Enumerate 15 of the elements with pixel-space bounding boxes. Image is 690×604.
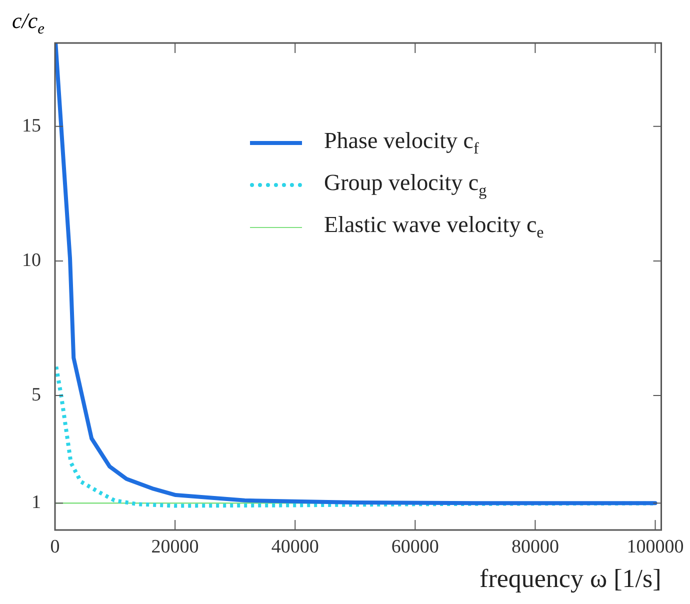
x-tick-label: 40000 [271, 536, 319, 558]
x-tick-label: 80000 [511, 536, 559, 558]
y-tick-label: 10 [22, 250, 41, 271]
x-tick-label: 100000 [626, 536, 684, 558]
x-tick-label: 60000 [391, 536, 439, 558]
y-tick-label: 1 [32, 492, 41, 514]
y-axis-title: c/c$_{e}$ [12, 8, 44, 40]
legend-label: Elastic wave velocity c$_{e}$ [324, 212, 544, 242]
x-axis-title: frequency ω [1/s] [480, 564, 662, 594]
x-tick-label: 0 [50, 536, 60, 558]
y-tick-label: 5 [32, 384, 41, 406]
x-tick-label: 20000 [151, 536, 199, 558]
legend-label: Group velocity c$_{g}$ [324, 170, 487, 200]
y-tick-label: 15 [22, 115, 41, 136]
legend-label: Phase velocity c$_{f}$ [324, 128, 479, 158]
